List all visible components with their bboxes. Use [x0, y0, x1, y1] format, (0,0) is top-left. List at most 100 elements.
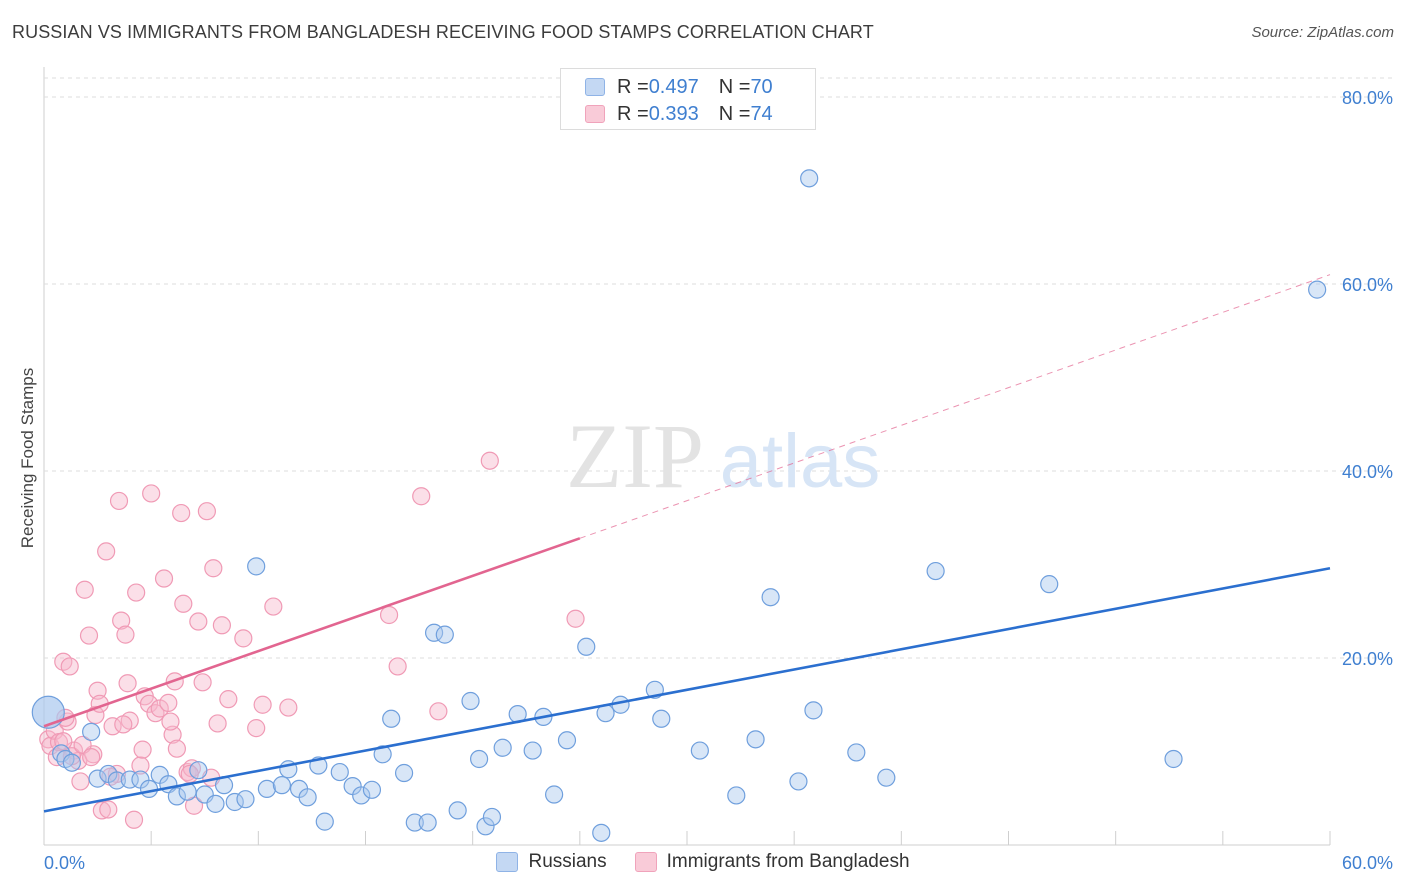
russians-point — [448, 801, 467, 820]
bangladesh-point — [379, 605, 399, 625]
russians-point — [469, 749, 489, 769]
russians-point — [272, 776, 292, 795]
n-label: N = — [718, 75, 751, 98]
y-tick-label: 80.0% — [1342, 88, 1393, 108]
russians-point — [418, 813, 437, 832]
bangladesh-point — [71, 772, 90, 791]
russians-point — [1040, 575, 1059, 594]
russians-point — [225, 792, 244, 812]
x-tick-labels: 0.0% 60.0% — [44, 853, 1393, 873]
trend-extension-bangladesh — [579, 274, 1331, 539]
russians-point — [800, 169, 819, 188]
bangladesh-point — [388, 657, 407, 676]
stats-row-bangladesh: R = 0.393 N = 74 — [585, 102, 773, 126]
russians-point — [247, 557, 266, 576]
russians-point — [727, 786, 746, 805]
legend-swatch-bangladesh — [634, 852, 657, 872]
y-tick-label: 40.0% — [1342, 462, 1393, 482]
bangladesh-point — [114, 715, 133, 734]
bangladesh-point — [208, 714, 227, 733]
bangladesh-point — [253, 695, 272, 714]
legend-label-russians: Russians — [528, 851, 607, 872]
bangladesh-swatch — [585, 105, 605, 123]
russians-point — [476, 817, 495, 836]
r-value-bangladesh: 0.393 — [648, 102, 699, 125]
russians-point — [394, 763, 414, 783]
russians-point — [577, 637, 596, 656]
r-value-russians: 0.497 — [648, 75, 699, 98]
x-tick-label: 60.0% — [1342, 853, 1393, 873]
bangladesh-point — [247, 719, 266, 738]
stats-row-russians: R = 0.497 N = 70 — [585, 75, 773, 99]
bangladesh-point — [112, 611, 131, 630]
bangladesh-point — [566, 609, 585, 628]
russians-point — [746, 730, 765, 749]
bangladesh-point — [412, 487, 431, 506]
russians-point — [373, 745, 392, 764]
stats-legend: R = 0.497 N = 70 R = 0.393 N = 74 — [560, 68, 816, 130]
bangladesh-point — [97, 542, 116, 561]
watermark-atlas: atlas — [720, 419, 881, 504]
russians-point — [804, 701, 823, 720]
russians-point — [847, 743, 866, 762]
legend-item-russians[interactable]: Russians — [496, 851, 607, 873]
russians-point — [1164, 749, 1183, 769]
trend-line-bangladesh — [43, 537, 581, 728]
russians-point — [167, 787, 186, 806]
bangladesh-point — [92, 801, 111, 820]
russians-point — [557, 731, 577, 750]
bangladesh-point — [133, 740, 152, 759]
bangladesh-point — [279, 698, 298, 717]
bangladesh-point — [118, 674, 137, 693]
series-russians-points — [31, 169, 1327, 842]
russians-point — [1308, 280, 1327, 299]
bangladesh-point — [204, 559, 223, 578]
bangladesh-point — [234, 629, 253, 648]
russians-point — [189, 761, 208, 780]
russians-point — [482, 807, 502, 827]
n-value-bangladesh: 74 — [750, 102, 773, 125]
grid-lines — [43, 67, 1392, 846]
series-bangladesh-points — [39, 451, 585, 829]
r-label: R = — [617, 75, 649, 98]
russians-point — [545, 785, 564, 804]
trend-lines — [43, 274, 1331, 813]
bangladesh-point — [109, 491, 129, 511]
bangladesh-point — [197, 502, 216, 521]
bangladesh-point — [82, 748, 101, 767]
russians-point — [405, 813, 424, 832]
y-tick-label: 60.0% — [1342, 275, 1393, 295]
bangladesh-point — [75, 580, 94, 599]
bangladesh-point — [174, 594, 193, 613]
bangladesh-point — [264, 597, 283, 616]
bangladesh-point — [139, 694, 159, 713]
russians-point — [382, 709, 401, 728]
russians-point — [761, 588, 780, 607]
russians-point — [690, 741, 709, 760]
source-credit: Source: ZipAtlas.com — [1251, 24, 1394, 41]
bangladesh-point — [480, 451, 499, 470]
russians-point — [330, 762, 349, 782]
y-tick-label: 20.0% — [1342, 649, 1393, 669]
trend-line-russians — [43, 566, 1331, 813]
bangladesh-point — [79, 626, 99, 645]
bangladesh-point — [99, 800, 118, 819]
y-tick-labels: 20.0% 40.0% 60.0% 80.0% — [1342, 88, 1393, 669]
bangladesh-point — [189, 612, 208, 631]
russians-point — [362, 780, 382, 799]
bangladesh-point — [116, 625, 135, 644]
russians-point — [877, 768, 896, 787]
watermark-zip: ZIP — [566, 405, 704, 507]
legend-item-bangladesh[interactable]: Immigrants from Bangladesh — [634, 851, 910, 873]
legend-label-bangladesh: Immigrants from Bangladesh — [666, 851, 910, 872]
russians-point — [107, 771, 126, 790]
russians-point — [257, 779, 277, 799]
legend-swatch-russians — [496, 852, 519, 872]
chart-title: RUSSIAN VS IMMIGRANTS FROM BANGLADESH RE… — [12, 22, 874, 42]
bangladesh-point — [429, 702, 448, 721]
russians-swatch — [585, 78, 605, 96]
bangladesh-point — [161, 712, 180, 731]
russians-point — [461, 691, 480, 711]
bangladesh-point — [60, 657, 79, 676]
